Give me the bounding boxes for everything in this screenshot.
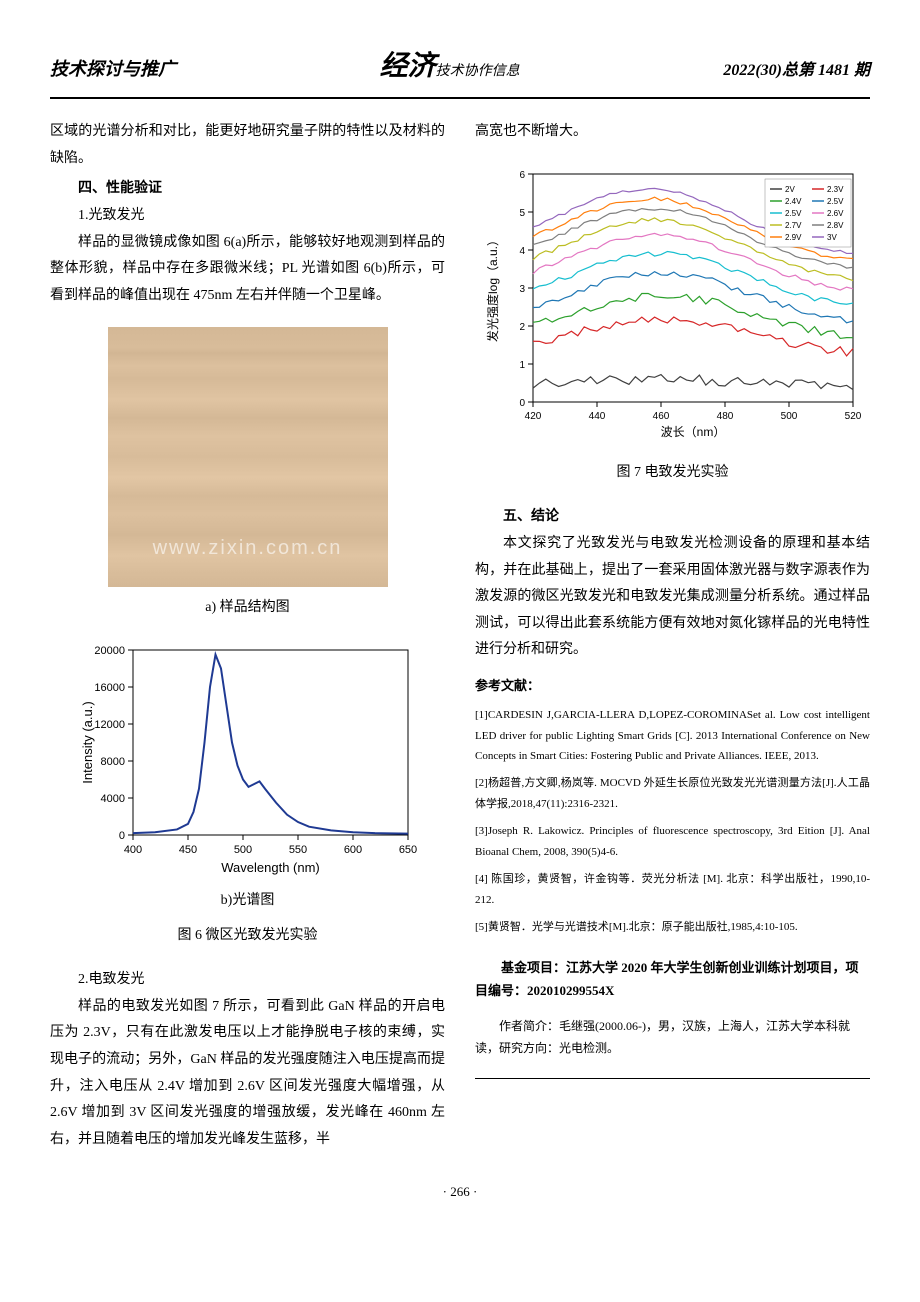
svg-text:600: 600 xyxy=(343,844,361,856)
figure-6b: 400 450 500 550 600 650 0 4000 8000 12000 16000 200… xyxy=(50,640,445,949)
left-column: 区域的光谱分析和对比，能更好地研究量子阱的特性以及材料的缺陷。 四、性能验证 1… xyxy=(50,119,445,1155)
header-issue: 2022(30)总第 1481 期 xyxy=(723,56,870,86)
fig-6a-caption: a) 样品结构图 xyxy=(50,595,445,622)
svg-text:0: 0 xyxy=(519,398,525,409)
svg-text:Wavelength (nm): Wavelength (nm) xyxy=(221,860,320,875)
svg-text:2: 2 xyxy=(519,322,525,333)
svg-text:480: 480 xyxy=(716,411,733,422)
figure-6a: www.zixin.com.cn a) 样品结构图 xyxy=(50,327,445,622)
subsection-1-title: 1.光致发光 xyxy=(50,203,445,230)
svg-text:520: 520 xyxy=(844,411,861,422)
svg-text:20000: 20000 xyxy=(94,645,125,657)
svg-text:460: 460 xyxy=(652,411,669,422)
svg-text:Intensity (a.u.): Intensity (a.u.) xyxy=(80,701,95,783)
svg-text:550: 550 xyxy=(288,844,306,856)
reference-item: [5]黄贤智．光学与光谱技术[M].北京：原子能出版社,1985,4:10-10… xyxy=(475,917,870,938)
reference-item: [4] 陈国珍，黄贤智，许金钩等．荧光分析法 [M]. 北京：科学出版社，199… xyxy=(475,869,870,911)
references-block: 参考文献： [1]CARDESIN J,GARCIA-LLERA D,LOPEZ… xyxy=(475,674,870,938)
conclusion-para: 本文探究了光致发光与电致发光检测设备的原理和基本结构，并在此基础上，提出了一套采… xyxy=(475,531,870,664)
fig-6b-caption: b)光谱图 xyxy=(50,888,445,915)
watermark-text: www.zixin.com.cn xyxy=(153,529,343,567)
pl-spectrum-chart: 400 450 500 550 600 650 0 4000 8000 12000 16000 200… xyxy=(78,640,418,880)
svg-text:2.7V: 2.7V xyxy=(785,221,802,230)
svg-text:8000: 8000 xyxy=(100,756,124,768)
svg-text:650: 650 xyxy=(398,844,416,856)
svg-text:1: 1 xyxy=(519,360,525,371)
svg-text:0: 0 xyxy=(118,830,124,842)
subsection-2-para: 样品的电致发光如图 7 所示，可看到此 GaN 样品的开启电压为 2.3V，只有… xyxy=(50,994,445,1154)
svg-text:440: 440 xyxy=(588,411,605,422)
svg-text:420: 420 xyxy=(524,411,541,422)
sample-structure-image: www.zixin.com.cn xyxy=(108,327,388,587)
svg-text:2.9V: 2.9V xyxy=(785,233,802,242)
svg-text:2.3V: 2.3V xyxy=(827,185,844,194)
svg-text:6: 6 xyxy=(519,170,525,181)
funding-info: 基金项目：江苏大学 2020 年大学生创新创业训练计划项目，项目编号：20201… xyxy=(475,956,870,1003)
reference-item: [3]Joseph R. Lakowicz. Principles of flu… xyxy=(475,821,870,863)
page-header: 技术探讨与推广 经济技术协作信息 2022(30)总第 1481 期 xyxy=(50,40,870,99)
journal-suffix: 技术协作信息 xyxy=(436,64,520,79)
fig-6-caption: 图 6 微区光致发光实验 xyxy=(50,923,445,950)
svg-text:500: 500 xyxy=(780,411,797,422)
svg-text:12000: 12000 xyxy=(94,719,125,731)
svg-text:发光强度log（a.u.）: 发光强度log（a.u.） xyxy=(485,234,500,342)
page-number: · 266 · xyxy=(50,1180,870,1205)
continuation-para: 高宽也不断增大。 xyxy=(475,119,870,146)
subsection-2-title: 2.电致发光 xyxy=(50,967,445,994)
intro-paragraph: 区域的光谱分析和对比，能更好地研究量子阱的特性以及材料的缺陷。 xyxy=(50,119,445,172)
section-4-title: 四、性能验证 xyxy=(50,176,445,203)
svg-text:400: 400 xyxy=(123,844,141,856)
content-columns: 区域的光谱分析和对比，能更好地研究量子阱的特性以及材料的缺陷。 四、性能验证 1… xyxy=(50,119,870,1155)
header-journal: 经济技术协作信息 xyxy=(380,40,520,93)
author-info: 作者简介：毛继强(2000.06-)，男，汉族，上海人，江苏大学本科就读，研究方… xyxy=(475,1016,870,1059)
svg-text:450: 450 xyxy=(178,844,196,856)
svg-text:2.5V: 2.5V xyxy=(785,209,802,218)
references-title: 参考文献： xyxy=(475,674,870,699)
svg-text:4: 4 xyxy=(519,246,525,257)
journal-brand: 经济 xyxy=(380,51,436,82)
section-5-title: 五、结论 xyxy=(475,504,870,531)
svg-text:16000: 16000 xyxy=(94,682,125,694)
svg-text:4000: 4000 xyxy=(100,793,124,805)
reference-item: [1]CARDESIN J,GARCIA-LLERA D,LOPEZ-COROM… xyxy=(475,705,870,768)
el-spectrum-chart: 420 440 460 480 500 520 0 1 2 3 4 5 6 2V 2.3V 2.4V 2.5V 2… xyxy=(483,164,863,444)
svg-text:3V: 3V xyxy=(827,233,837,242)
svg-text:2.6V: 2.6V xyxy=(827,209,844,218)
svg-text:2.4V: 2.4V xyxy=(785,197,802,206)
svg-text:2V: 2V xyxy=(785,185,795,194)
svg-text:5: 5 xyxy=(519,208,525,219)
svg-text:波长（nm）: 波长（nm） xyxy=(660,425,725,439)
svg-text:3: 3 xyxy=(519,284,525,295)
subsection-1-para: 样品的显微镜成像如图 6(a)所示，能够较好地观测到样品的整体形貌，样品中存在多… xyxy=(50,230,445,310)
svg-text:2.5V: 2.5V xyxy=(827,197,844,206)
footer-divider xyxy=(475,1078,870,1079)
right-column: 高宽也不断增大。 420 440 460 480 500 520 0 1 2 3 4 5 6 2V 2.3V… xyxy=(475,119,870,1155)
header-section: 技术探讨与推广 xyxy=(50,52,176,86)
reference-item: [2]杨超普,方文卿,杨岚等. MOCVD 外延生长原位光致发光光谱测量方法[J… xyxy=(475,773,870,815)
figure-7: 420 440 460 480 500 520 0 1 2 3 4 5 6 2V 2.3V 2.4V 2.5V 2… xyxy=(475,164,870,487)
svg-text:2.8V: 2.8V xyxy=(827,221,844,230)
svg-text:500: 500 xyxy=(233,844,251,856)
fig-7-caption: 图 7 电致发光实验 xyxy=(475,460,870,487)
